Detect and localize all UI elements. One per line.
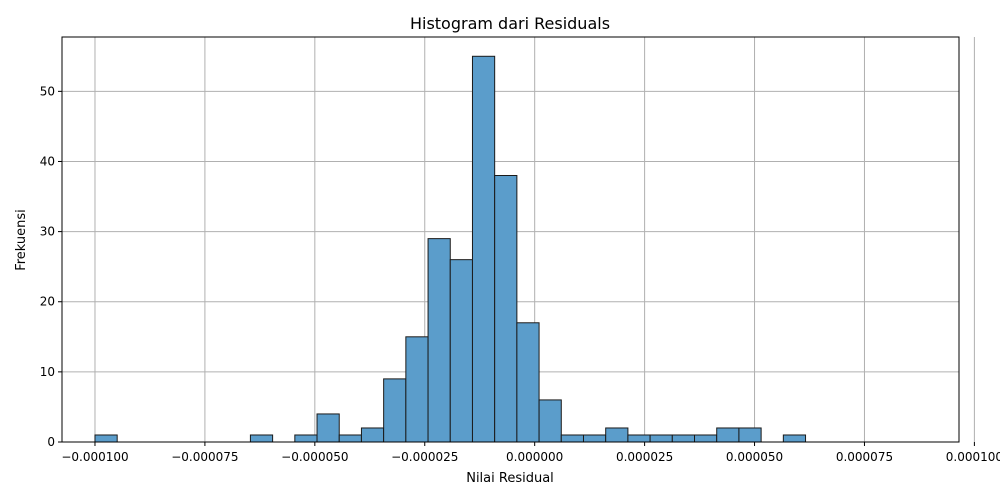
x-tick-label: −0.000050	[281, 450, 348, 464]
histogram-bar	[649, 434, 673, 443]
x-tick-label: −0.000025	[391, 450, 458, 464]
histogram-bar	[694, 434, 718, 443]
histogram-bar	[605, 427, 629, 443]
histogram-bar	[627, 434, 651, 443]
histogram-bar	[383, 378, 407, 443]
histogram-bar	[427, 238, 451, 443]
histogram-bar	[671, 434, 696, 443]
y-tick-label: 20	[40, 295, 55, 309]
y-tick-label: 50	[40, 84, 55, 98]
chart-title: Histogram dari Residuals	[410, 14, 610, 33]
histogram-bar	[249, 434, 274, 443]
histogram-bar	[782, 434, 807, 443]
x-tick-label: 0.000050	[726, 450, 783, 464]
histogram-bar	[560, 434, 584, 443]
histogram-bar	[538, 399, 562, 443]
axis-layer: −0.000100 −0.000075 −0.000050 −0.000025 0.00…	[40, 36, 1000, 464]
x-tick-label: 0.000075	[836, 450, 893, 464]
histogram-bar	[716, 427, 740, 443]
y-tick-label: 40	[40, 154, 55, 168]
histogram-bar	[94, 434, 118, 443]
histogram-bar	[494, 175, 518, 443]
histogram-bar	[294, 434, 318, 443]
y-tick-label: 0	[47, 435, 55, 449]
y-tick-label: 10	[40, 365, 55, 379]
bar-layer	[94, 55, 807, 443]
histogram-bar	[338, 434, 362, 443]
x-tick-label: −0.000075	[171, 450, 238, 464]
plot-frame	[61, 36, 960, 443]
histogram-bar	[516, 322, 540, 443]
histogram-bar	[582, 434, 607, 443]
x-tick-label: 0.000100	[946, 450, 1000, 464]
x-axis-label: Nilai Residual	[466, 471, 554, 486]
histogram-bar	[738, 427, 762, 443]
histogram-bar	[449, 259, 473, 443]
histogram-bar	[471, 55, 496, 443]
y-tick-label: 30	[40, 225, 55, 239]
y-axis-label: Frekuensi	[14, 209, 29, 271]
x-tick-label: 0.000000	[506, 450, 563, 464]
histogram-bar	[316, 413, 340, 443]
x-tick-label: −0.000100	[61, 450, 128, 464]
histogram-bar	[405, 336, 429, 443]
histogram-bar	[360, 427, 385, 443]
x-tick-label: 0.000025	[616, 450, 673, 464]
